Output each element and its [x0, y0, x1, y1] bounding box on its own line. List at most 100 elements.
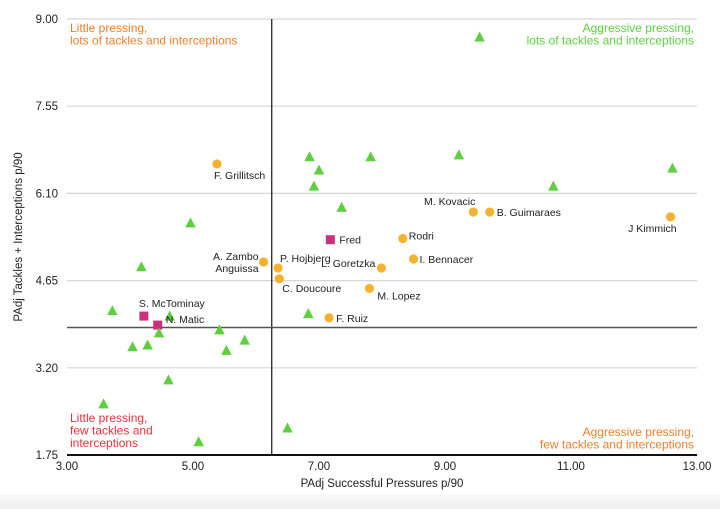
x-tick-label: 5.00 [182, 461, 204, 473]
point-circle [324, 313, 334, 323]
point-triangle [474, 31, 485, 42]
point-label: P. Hojbjerg [280, 253, 331, 265]
point-triangle [163, 374, 174, 385]
quadrant-label-line: lots of tackles and interceptions [527, 34, 694, 48]
point-triangle [142, 339, 153, 350]
quadrant-label-line: Aggressive pressing, [583, 425, 694, 439]
point-circle [364, 283, 374, 294]
point-circle [665, 212, 676, 222]
y-tick-label: 4.65 [36, 276, 58, 288]
point-label-line: L. Goretzka [321, 258, 375, 270]
point-label: J Kimmich [628, 223, 677, 235]
point-label-line: M. Kovacic [424, 196, 475, 208]
point-circle [408, 254, 419, 264]
quadrant-label-line: lots of tackles and interceptions [70, 34, 237, 48]
point-triangle [221, 344, 232, 355]
point-triangle [193, 436, 204, 447]
point-circle [274, 274, 284, 284]
y-tick-label: 6.10 [36, 188, 58, 200]
y-tick-label: 3.20 [36, 363, 58, 375]
point-label-line: M. Lopez [377, 290, 420, 302]
point-circle [398, 233, 408, 244]
point-label-line: I. Bennacer [420, 254, 474, 266]
point-label: F. Grillitsch [214, 170, 265, 182]
point-triangle [282, 422, 293, 433]
y-tick-label: 1.75 [36, 450, 58, 462]
point-triangle [336, 201, 347, 212]
data-marks [98, 31, 678, 447]
y-axis-label: PAdj Tackles + Interceptions p/90 [13, 152, 25, 321]
point-label: A. Zambo Anguissa [213, 251, 259, 275]
quadrant-label-top-right: Aggressive pressing, lots of tackles and … [527, 21, 694, 48]
quadrant-label-bottom-right: Aggressive pressing, few tackles and inte… [540, 425, 694, 452]
quadrant-label-line: interceptions [70, 436, 138, 450]
quadrant-labels: Little pressing, lots of tackles and inte… [70, 21, 694, 452]
x-tick-label: 9.00 [434, 461, 456, 473]
point-label: Rodri [409, 231, 434, 243]
point-label-line: P. Hojbjerg [280, 253, 331, 265]
point-circle [212, 159, 222, 169]
point-triangle [365, 151, 376, 162]
point-triangle [153, 327, 165, 338]
quadrant-label-line: Aggressive pressing, [583, 21, 694, 35]
reference-lines [67, 19, 697, 455]
x-axis-label: PAdj Successful Pressures p/90 [301, 478, 464, 490]
point-circle [273, 263, 283, 273]
point-label-line: A. Zambo [213, 251, 259, 263]
gridlines [67, 18, 697, 369]
point-square [153, 320, 163, 330]
point-label-line: F. Ruiz [336, 313, 368, 325]
point-triangle [164, 310, 175, 321]
point-square [325, 235, 335, 245]
quadrant-label-bottom-left: Little pressing, few tackles and intercept… [70, 411, 153, 450]
y-tick-label: 7.55 [36, 101, 58, 113]
point-triangle [453, 149, 465, 160]
point-triangle [667, 162, 678, 173]
point-triangle [308, 180, 320, 191]
point-triangle [313, 164, 325, 175]
point-label-line: F. Grillitsch [214, 170, 265, 182]
point-label-line: Anguissa [215, 263, 258, 275]
quadrant-label-top-left: Little pressing, lots of tackles and inte… [70, 21, 237, 48]
x-tick-label: 13.00 [683, 461, 712, 473]
point-triangle [239, 334, 250, 345]
point-label-line: B. Guimaraes [497, 207, 561, 219]
point-triangle [185, 217, 196, 228]
point-label: I. Bennacer [420, 254, 474, 266]
point-label-line: J Kimmich [628, 223, 677, 235]
quadrant-label-line: Little pressing, [70, 21, 147, 35]
point-label-line: Rodri [409, 231, 434, 243]
y-tick-label: 9.00 [36, 14, 58, 26]
point-label: B. Guimaraes [497, 207, 561, 219]
axes: 9.00 7.55 6.10 4.65 3.20 1.753.00 5.00 7.00 9.00… [36, 14, 712, 473]
window-bottom-bar [0, 494, 720, 509]
point-label-line: Fred [339, 235, 361, 247]
point-label: N. Matic [166, 314, 205, 326]
point-labels: Fred S. McTominay N. Matic F. Grillitsch A. … [139, 170, 677, 326]
point-square [139, 311, 149, 321]
quadrant-label-line: few tackles and interceptions [540, 438, 694, 452]
point-triangle [214, 324, 225, 335]
point-triangle [304, 151, 315, 162]
point-circle [468, 207, 478, 217]
point-label: F. Ruiz [336, 313, 368, 325]
point-label: S. McTominay [139, 298, 206, 310]
point-label-line: C. Doucoure [282, 283, 341, 295]
point-label: C. Doucoure [282, 283, 341, 295]
point-triangle [127, 341, 138, 352]
point-triangle [98, 398, 109, 409]
point-label: M. Lopez [377, 290, 420, 302]
quadrant-label-line: Little pressing, [70, 411, 147, 425]
point-label: Fred [339, 235, 361, 247]
point-circle [376, 263, 386, 273]
point-circle [485, 207, 495, 217]
point-triangle [107, 305, 118, 316]
point-triangle [136, 261, 147, 272]
x-tick-label: 11.00 [557, 461, 585, 473]
point-triangle [303, 308, 314, 319]
x-tick-label: 3.00 [56, 461, 78, 473]
point-circle [258, 257, 269, 267]
x-tick-label: 7.00 [308, 461, 330, 473]
point-label-line: S. McTominay [139, 298, 206, 310]
